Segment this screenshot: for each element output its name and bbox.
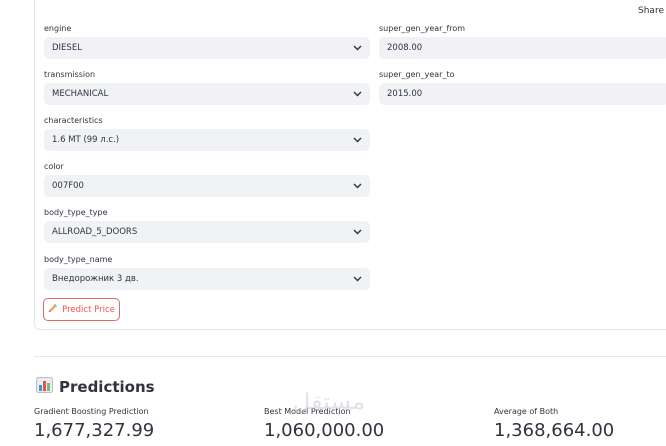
predict-price-label: Predict Price (62, 304, 115, 315)
super-gen-year-from-input[interactable]: 2008.00 (379, 37, 666, 59)
characteristics-label: characteristics (44, 116, 103, 125)
predict-price-button[interactable]: Predict Price (43, 298, 120, 321)
divider (34, 356, 666, 357)
super-gen-year-from-value: 2008.00 (387, 43, 423, 53)
chevron-down-icon (352, 227, 362, 237)
average-label: Average of Both (494, 407, 559, 416)
transmission-value: MECHANICAL (52, 89, 109, 99)
best-model-label: Best Model Prediction (264, 407, 351, 416)
chevron-down-icon (352, 89, 362, 99)
chevron-down-icon (352, 135, 362, 145)
color-label: color (44, 162, 64, 171)
gradient-boosting-value: 1,677,327.99 (34, 420, 155, 441)
syringe-icon (48, 303, 58, 316)
super-gen-year-to-input[interactable]: 2015.00 (379, 83, 666, 105)
predictions-title: Predictions (59, 378, 155, 396)
color-select[interactable]: 007F00 (44, 175, 370, 197)
body-type-name-label: body_type_name (44, 255, 113, 264)
chevron-down-icon (352, 274, 362, 284)
form-container (34, 0, 666, 330)
share-button[interactable]: Share (638, 6, 664, 16)
chevron-down-icon (352, 43, 362, 53)
color-value: 007F00 (52, 181, 84, 191)
bar-chart-icon (36, 377, 53, 397)
average-value: 1,368,664.00 (494, 420, 615, 441)
engine-select[interactable]: DIESEL (44, 37, 370, 59)
body-type-name-value: Внедорожник 3 дв. (52, 274, 139, 284)
watermark-logo: مستقل (292, 390, 366, 415)
body-type-type-label: body_type_type (44, 208, 108, 217)
gradient-boosting-label: Gradient Boosting Prediction (34, 407, 149, 416)
characteristics-select[interactable]: 1.6 MT (99 л.с.) (44, 129, 370, 151)
super-gen-year-to-label: super_gen_year_to (379, 70, 455, 79)
body-type-name-select[interactable]: Внедорожник 3 дв. (44, 268, 370, 290)
body-type-type-select[interactable]: ALLROAD_5_DOORS (44, 221, 370, 243)
predictions-heading: Predictions (36, 377, 155, 397)
body-type-type-value: ALLROAD_5_DOORS (52, 227, 138, 237)
engine-value: DIESEL (52, 43, 82, 53)
best-model-value: 1,060,000.00 (264, 420, 385, 441)
super-gen-year-from-label: super_gen_year_from (379, 24, 466, 33)
transmission-select[interactable]: MECHANICAL (44, 83, 370, 105)
transmission-label: transmission (44, 70, 96, 79)
characteristics-value: 1.6 MT (99 л.с.) (52, 135, 120, 145)
engine-label: engine (44, 24, 72, 33)
super-gen-year-to-value: 2015.00 (387, 89, 423, 99)
chevron-down-icon (352, 181, 362, 191)
